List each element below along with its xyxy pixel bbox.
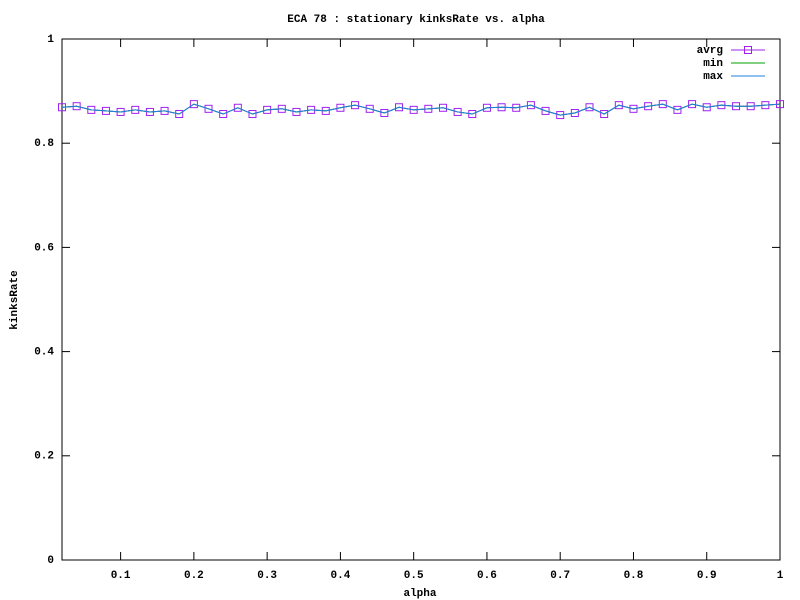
marker: [541, 106, 550, 115]
marker: [248, 110, 257, 119]
marker: [219, 110, 228, 119]
legend-marker: [744, 46, 752, 54]
x-tick-label: 0.5: [404, 570, 424, 582]
x-tick-label: 0.4: [331, 570, 351, 582]
x-axis-label: alpha: [403, 588, 436, 600]
legend-label: avrg: [697, 45, 723, 57]
y-tick-label: 0: [47, 555, 54, 567]
marker: [629, 104, 638, 113]
chart-title: ECA 78 : stationary kinksRate vs. alpha: [287, 14, 545, 26]
x-tick-label: 0.7: [550, 570, 570, 582]
y-tick-label: 1: [47, 34, 54, 46]
y-tick-label: 0.2: [34, 451, 54, 463]
plot-frame: [61, 38, 781, 561]
y-tick-label: 0.6: [34, 242, 54, 254]
marker: [585, 103, 594, 112]
x-tick-label: 0.8: [624, 570, 644, 582]
marker: [614, 101, 623, 110]
y-tick-label: 0.4: [34, 347, 54, 359]
y-axis-label: kinksRate: [9, 270, 21, 330]
legend-label: max: [703, 71, 723, 83]
x-tick-label: 1: [777, 570, 784, 582]
marker: [688, 100, 697, 109]
x-tick-label: 0.2: [184, 570, 204, 582]
marker: [175, 110, 184, 119]
marker: [189, 100, 198, 109]
x-tick-label: 0.3: [257, 570, 277, 582]
x-tick-label: 0.9: [697, 570, 717, 582]
marker: [204, 104, 213, 113]
marker: [336, 103, 345, 112]
series-line: [61, 103, 781, 116]
legend-label: min: [703, 58, 723, 70]
marker: [395, 103, 404, 112]
x-tick-label: 0.1: [111, 570, 131, 582]
marker: [526, 101, 535, 110]
marker: [600, 110, 609, 119]
x-tick-label: 0.6: [477, 570, 497, 582]
marker: [233, 103, 242, 112]
y-tick-label: 0.8: [34, 138, 54, 150]
marker: [380, 108, 389, 117]
marker: [673, 105, 682, 114]
marker: [365, 104, 374, 113]
marker: [351, 101, 360, 110]
